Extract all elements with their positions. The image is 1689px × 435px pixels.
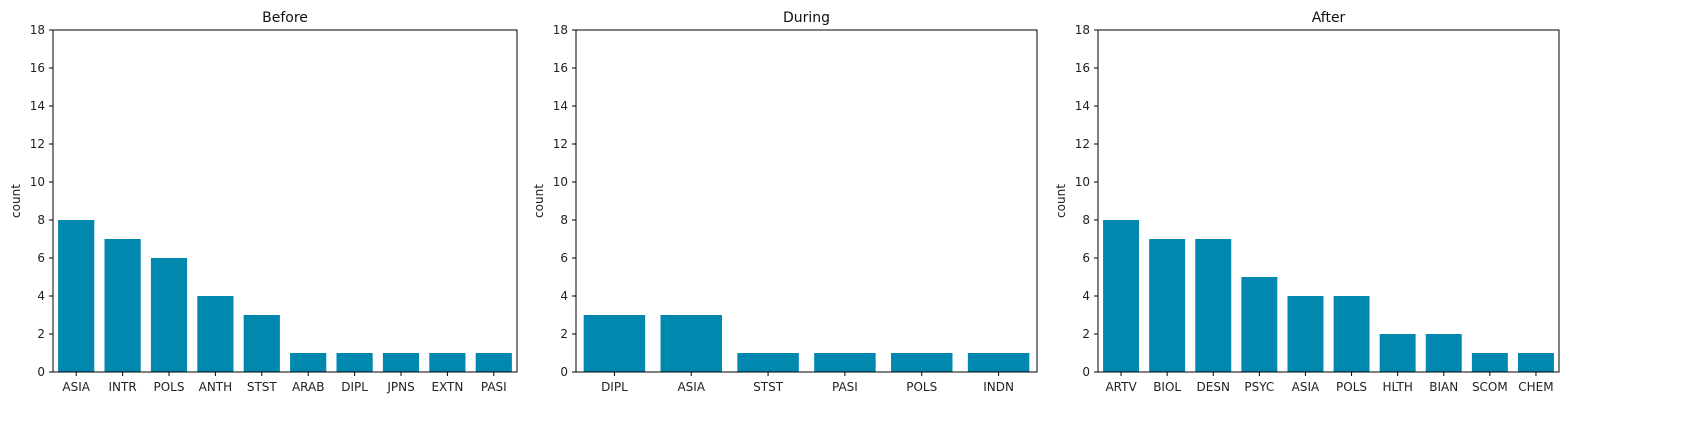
chart-panel-before: Before count 0 2 4 6 8 10 12 14 16 18 ASIA INTR POLS… [9,10,518,394]
y-tick-label: 18 [1075,23,1090,37]
y-tick-label: 6 [37,251,45,265]
x-tick-label: INTR [109,380,137,394]
x-tick-label: POLS [906,380,937,394]
bar-anth [197,296,234,372]
bar-bian [1425,334,1462,372]
bar-dipl [336,353,373,372]
bar-pasi [475,353,512,372]
x-tick-label: HLTH [1382,380,1412,394]
chart-panel-during: During count 0 2 4 6 8 10 12 14 16 18 DIPL ASIA STST… [532,10,1038,394]
bar-intr [104,239,141,372]
y-tick-label: 0 [560,365,568,379]
y-tick-label: 6 [560,251,568,265]
x-tick-label: ASIA [1292,380,1320,394]
bar-scom [1471,353,1508,372]
y-tick-label: 12 [553,137,568,151]
x-tick-label: ANTH [199,380,233,394]
x-tick-label: BIOL [1153,380,1181,394]
x-tick-label: INDN [983,380,1014,394]
bar-asia [1287,296,1324,372]
chart-title: After [1312,10,1346,26]
y-axis-label: count [1054,184,1068,218]
bar-biol [1149,239,1186,372]
bar-asia [660,315,722,372]
x-tick-label: ASIA [677,380,705,394]
bar-jpns [382,353,420,372]
bar-stst [243,315,280,372]
y-tick-label: 10 [553,175,568,189]
y-tick-label: 2 [560,327,568,341]
bar-extn [429,353,466,372]
x-tick-label: SCOM [1472,380,1508,394]
x-tick-label: PSYC [1244,380,1274,394]
bar-hlth [1379,334,1416,372]
x-tick-label: POLS [1336,380,1367,394]
bar-pasi [814,353,876,372]
x-tick-label: DIPL [601,380,628,394]
y-tick-label: 18 [553,23,568,37]
x-tick-label: STST [247,380,278,394]
y-tick-label: 12 [30,137,45,151]
bar-dipl [583,315,646,372]
bar-indn [967,353,1030,372]
bar-pols [891,353,953,372]
x-tick-label: PASI [481,380,507,394]
bar-psyc [1241,277,1278,372]
x-tick-label: ASIA [62,380,90,394]
y-axis-label: count [9,184,23,218]
y-tick-label: 4 [560,289,568,303]
bar-desn [1195,239,1232,372]
x-tick-label: JPNS [386,380,414,394]
bar-stst [737,353,799,372]
bar-artv [1103,220,1140,372]
plot-frame [575,29,1038,373]
y-tick-label: 14 [1075,99,1090,113]
y-tick-label: 10 [30,175,45,189]
x-tick-label: DIPL [341,380,368,394]
bar-pols [1333,296,1370,372]
x-tick-label: BIAN [1429,380,1458,394]
y-tick-label: 10 [1075,175,1090,189]
chart-panel-after: After count 0 2 4 6 8 10 12 14 16 18 ARTV BIOL DESN P… [1054,10,1560,394]
bar-pols [150,258,188,372]
plot-frame [1097,29,1560,373]
y-tick-label: 14 [553,99,568,113]
y-tick-label: 14 [30,99,45,113]
y-tick-label: 8 [37,213,45,227]
x-tick-label: ARAB [292,380,325,394]
x-tick-label: STST [753,380,784,394]
y-tick-label: 6 [1082,251,1090,265]
bar-chem [1517,353,1554,372]
y-tick-label: 0 [1082,365,1090,379]
chart-title: Before [262,10,308,26]
x-tick-label: PASI [832,380,858,394]
x-tick-label: EXTN [431,380,463,394]
y-tick-label: 16 [30,61,45,75]
y-tick-label: 8 [560,213,568,227]
x-tick-label: ARTV [1105,380,1137,394]
y-tick-label: 4 [37,289,45,303]
y-tick-label: 18 [30,23,45,37]
chart-title: During [783,10,830,26]
y-tick-label: 2 [37,327,45,341]
x-tick-label: DESN [1197,380,1230,394]
y-tick-label: 0 [37,365,45,379]
y-tick-label: 4 [1082,289,1090,303]
y-tick-label: 2 [1082,327,1090,341]
y-tick-label: 8 [1082,213,1090,227]
y-tick-label: 16 [553,61,568,75]
plot-frame [52,29,518,373]
y-tick-label: 12 [1075,137,1090,151]
bar-asia [58,220,95,372]
x-tick-label: CHEM [1518,380,1553,394]
bar-arab [290,353,327,372]
y-axis-label: count [532,184,546,218]
x-tick-label: POLS [154,380,185,394]
y-tick-label: 16 [1075,61,1090,75]
